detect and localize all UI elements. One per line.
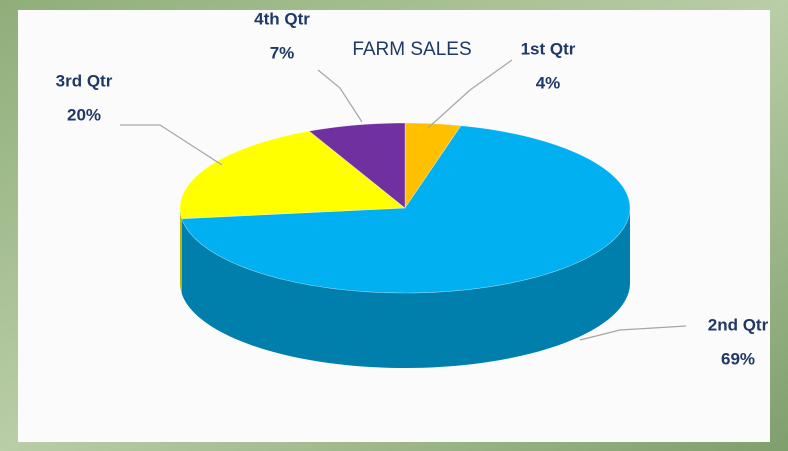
data-label-value: 4% <box>536 73 561 92</box>
chart-title: FARM SALES <box>352 39 471 60</box>
slice-side-shade <box>181 208 630 368</box>
slice-side-shade <box>180 208 182 294</box>
data-label-value: 7% <box>270 43 295 62</box>
slice <box>308 122 406 209</box>
slice-side <box>180 208 182 294</box>
leader-line <box>427 59 513 129</box>
leader-line <box>120 124 223 166</box>
slice-top <box>308 122 406 209</box>
pie <box>179 122 631 368</box>
slice-side <box>181 208 630 368</box>
leader-line <box>579 325 687 341</box>
data-label-value: 69% <box>721 349 755 368</box>
data-label-category: 3rd Qtr <box>56 71 113 90</box>
leader-line <box>317 69 363 123</box>
slice <box>179 130 406 294</box>
data-label-category: 4th Qtr <box>254 9 310 28</box>
slice <box>181 125 631 368</box>
data-label-category: 1st Qtr <box>521 39 576 58</box>
slice-top <box>181 125 631 294</box>
data-label-category: 2nd Qtr <box>708 315 769 334</box>
data-label-value: 20% <box>67 105 101 124</box>
slice-top <box>179 130 406 219</box>
